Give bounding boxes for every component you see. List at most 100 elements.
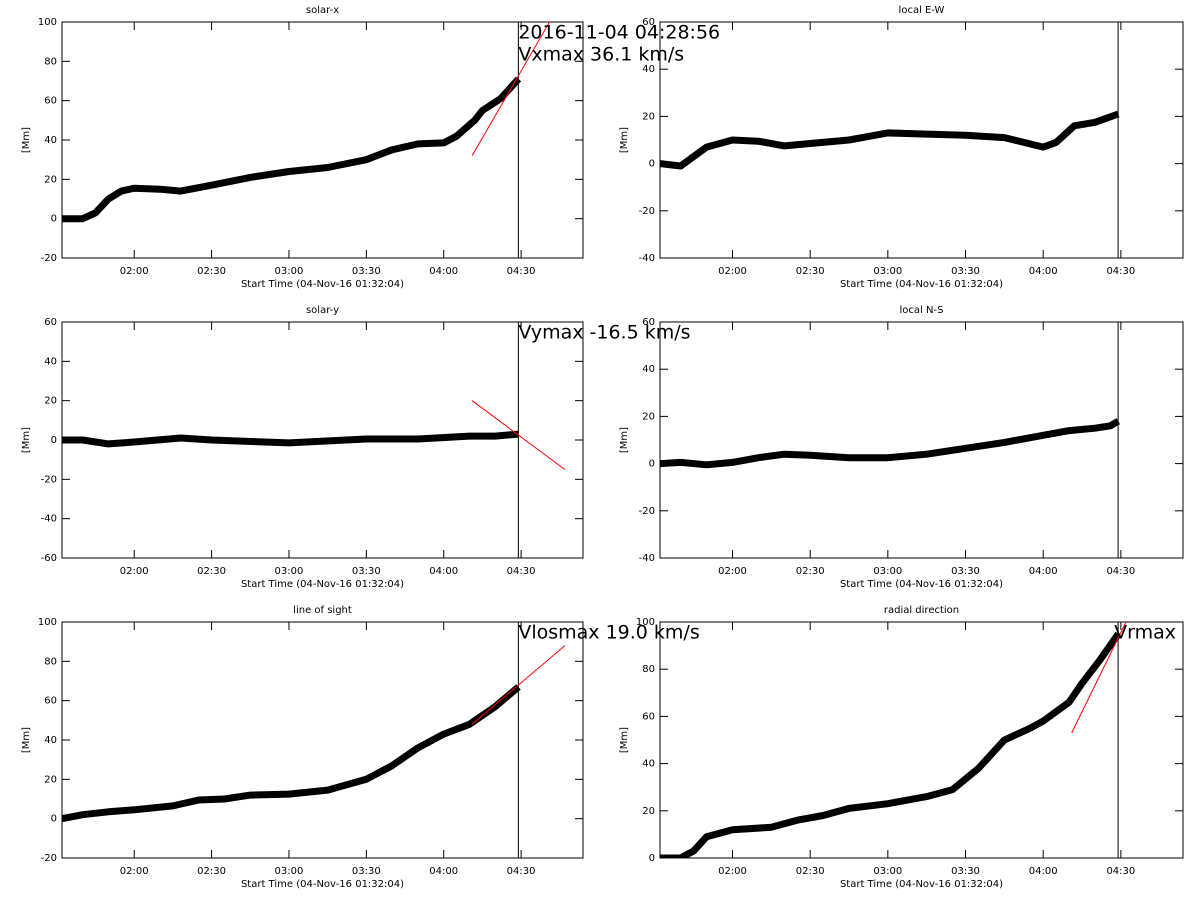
panel-title: line of sight: [293, 605, 352, 616]
y-tick-label: 60: [642, 711, 655, 722]
x-tick-label: 03:00: [873, 566, 902, 577]
x-tick-label: 03:00: [873, 866, 902, 877]
panel: radial direction Start Time (04-Nov-16 01…: [619, 605, 1184, 890]
annotation: Vlosmax 19.0 km/s: [518, 622, 699, 644]
x-tick-label: 02:30: [796, 566, 825, 577]
x-tick-label: 04:30: [507, 866, 536, 877]
y-tick-label: 0: [51, 814, 57, 825]
y-tick-label: 0: [649, 159, 655, 170]
x-axis-label: Start Time (04-Nov-16 01:32:04): [840, 279, 1003, 290]
y-tick-label: 80: [44, 56, 57, 67]
fit-line: [471, 645, 566, 725]
x-axis-label: Start Time (04-Nov-16 01:32:04): [840, 579, 1003, 590]
x-tick-label: 02:00: [120, 266, 149, 277]
plot-frame: [659, 621, 1184, 859]
y-tick-label: 0: [649, 459, 655, 470]
y-tick-label: 20: [44, 174, 57, 185]
fit-line: [471, 400, 566, 470]
panel-title: radial direction: [884, 605, 959, 616]
y-tick-label: 40: [642, 64, 655, 75]
panel: local N-S Start Time (04-Nov-16 01:32:04)…: [619, 305, 1184, 590]
panel-title: local N-S: [900, 305, 944, 316]
x-tick-label: 03:30: [951, 566, 980, 577]
x-tick-label: 03:00: [275, 566, 304, 577]
plot-frame: [61, 21, 584, 259]
data-line: [62, 76, 522, 223]
y-tick-label: 20: [44, 774, 57, 785]
fit-line: [1071, 622, 1127, 734]
annotation: Vrmax: [1114, 622, 1176, 644]
x-tick-label: 04:30: [507, 566, 536, 577]
x-tick-label: 03:30: [951, 266, 980, 277]
x-axis-label: Start Time (04-Nov-16 01:32:04): [241, 279, 404, 290]
annotation: Vymax -16.5 km/s: [518, 322, 690, 344]
plot-frame: [61, 621, 584, 859]
y-axis-label: [Mm]: [619, 127, 630, 153]
y-tick-label: -20: [639, 206, 655, 217]
x-tick-label: 03:00: [873, 266, 902, 277]
y-axis-label: [Mm]: [21, 127, 32, 153]
x-tick-label: 02:00: [718, 866, 747, 877]
y-tick-label: 60: [642, 17, 655, 28]
x-tick-label: 04:00: [429, 866, 458, 877]
x-tick-label: 03:30: [352, 566, 381, 577]
y-tick-label: 60: [44, 96, 57, 107]
y-tick-label: 100: [38, 617, 57, 628]
x-tick-label: 02:30: [796, 866, 825, 877]
x-tick-label: 03:30: [352, 266, 381, 277]
x-tick-label: 02:00: [120, 866, 149, 877]
x-tick-label: 04:00: [1029, 566, 1058, 577]
x-tick-label: 02:30: [796, 266, 825, 277]
x-tick-label: 04:30: [1106, 566, 1135, 577]
panel-title: solar-x: [306, 5, 339, 16]
y-tick-label: 80: [642, 664, 655, 675]
y-tick-label: -20: [41, 253, 57, 264]
y-tick-label: -40: [41, 514, 57, 525]
y-axis-label: [Mm]: [21, 427, 32, 453]
annotation: Vxmax 36.1 km/s: [518, 44, 684, 66]
y-tick-label: 20: [642, 111, 655, 122]
x-tick-label: 04:30: [507, 266, 536, 277]
y-tick-label: 20: [642, 806, 655, 817]
y-tick-label: 0: [51, 214, 57, 225]
y-tick-label: 20: [44, 396, 57, 407]
x-tick-label: 02:00: [120, 566, 149, 577]
x-tick-label: 03:00: [275, 866, 304, 877]
fit-line: [471, 22, 550, 156]
y-tick-label: 40: [44, 135, 57, 146]
y-tick-label: -40: [639, 553, 655, 564]
y-tick-label: 40: [642, 364, 655, 375]
x-tick-label: 03:30: [352, 866, 381, 877]
panel-title: local E-W: [899, 5, 945, 16]
panel-title: solar-y: [306, 305, 339, 316]
y-tick-label: 80: [44, 656, 57, 667]
y-tick-label: -60: [41, 553, 57, 564]
y-tick-label: 100: [38, 17, 57, 28]
panel: local E-W Start Time (04-Nov-16 01:32:04)…: [619, 5, 1184, 290]
y-tick-label: 0: [51, 435, 57, 446]
panel: solar-x Start Time (04-Nov-16 01:32:04) [M…: [21, 5, 720, 290]
y-axis-label: [Mm]: [21, 727, 32, 753]
y-tick-label: -20: [639, 506, 655, 517]
x-axis-label: Start Time (04-Nov-16 01:32:04): [241, 879, 404, 890]
x-axis-label: Start Time (04-Nov-16 01:32:04): [840, 879, 1003, 890]
y-tick-label: 100: [636, 617, 655, 628]
x-tick-label: 02:30: [197, 566, 226, 577]
y-tick-label: 60: [44, 317, 57, 328]
y-tick-label: 40: [642, 759, 655, 770]
data-line: [660, 418, 1121, 469]
x-tick-label: 04:00: [1029, 866, 1058, 877]
x-tick-label: 02:00: [718, 266, 747, 277]
y-tick-label: 0: [649, 853, 655, 864]
y-tick-label: 60: [642, 317, 655, 328]
y-tick-label: -20: [41, 474, 57, 485]
y-tick-label: 60: [44, 696, 57, 707]
x-tick-label: 02:30: [197, 866, 226, 877]
y-axis-label: [Mm]: [619, 427, 630, 453]
y-tick-label: -20: [41, 853, 57, 864]
plot-frame: [659, 321, 1184, 559]
data-line: [62, 684, 521, 823]
x-tick-label: 02:30: [197, 266, 226, 277]
x-tick-label: 02:00: [718, 566, 747, 577]
